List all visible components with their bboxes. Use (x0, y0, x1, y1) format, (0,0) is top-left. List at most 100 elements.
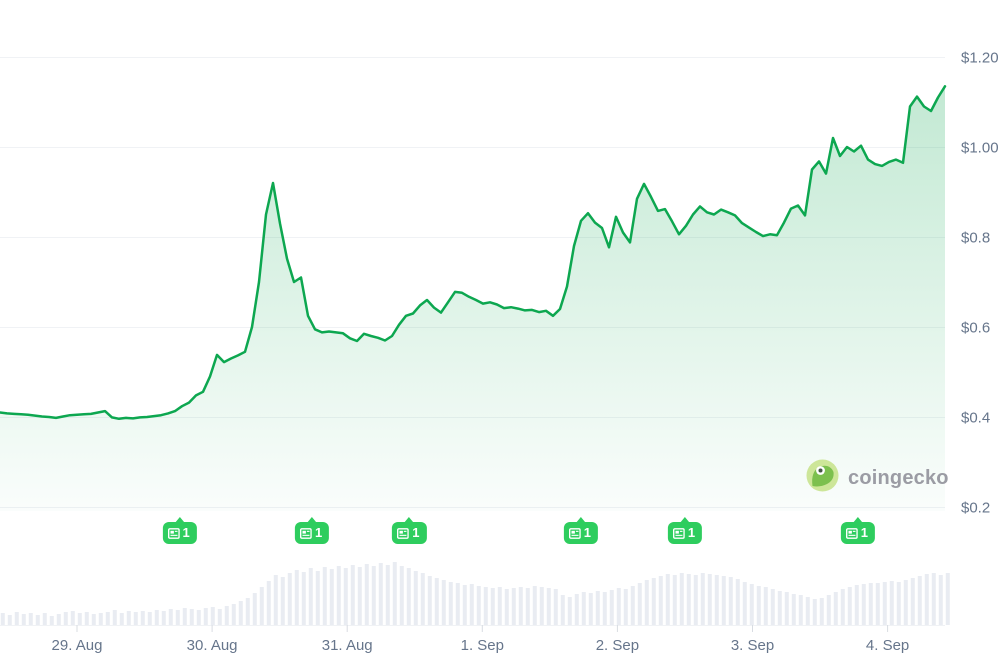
volume-bar (203, 608, 208, 625)
volume-bar (105, 612, 110, 625)
volume-bar (518, 587, 523, 625)
volume-bar (7, 615, 12, 625)
badge-count: 1 (412, 525, 420, 540)
price-line (0, 85, 947, 421)
volume-bar (560, 595, 565, 625)
coingecko-watermark: coingecko (806, 459, 949, 497)
volume-bar (0, 613, 5, 625)
volume-bar (259, 587, 264, 625)
volume-bar (273, 575, 278, 625)
newspaper-icon (300, 527, 312, 539)
volume-bar (833, 592, 838, 625)
volume-bar (413, 571, 418, 625)
volume-bar (364, 564, 369, 625)
volume-bar (63, 612, 68, 625)
volume-bar (889, 581, 894, 625)
x-axis-label: 29. Aug (52, 637, 103, 654)
volume-bar (70, 611, 75, 625)
volume-bar (322, 567, 327, 625)
volume-bar (406, 568, 411, 625)
volume-bar (735, 579, 740, 625)
y-axis-label: $0.8 (961, 230, 990, 247)
volume-bar (686, 574, 691, 625)
volume-bar (602, 592, 607, 625)
news-annotation-badge[interactable]: 1 (667, 522, 703, 544)
volume-bar (294, 570, 299, 625)
volume-bar (378, 563, 383, 625)
news-annotation-badge[interactable]: 1 (840, 522, 875, 544)
volume-bar (567, 597, 572, 625)
volume-bar (819, 598, 824, 625)
volume-bar (924, 574, 929, 625)
volume-bar (455, 583, 460, 625)
volume-bar (588, 593, 593, 625)
volume-bar (301, 572, 306, 625)
volume-bar (399, 566, 404, 625)
volume-bar (840, 589, 845, 625)
coingecko-logo-icon (806, 459, 839, 497)
volume-bar (217, 609, 222, 625)
volume-bar (784, 592, 789, 625)
volume-bar (434, 578, 439, 625)
volume-bar (497, 587, 502, 625)
volume-bar (112, 610, 117, 625)
news-annotation-badge[interactable]: 1 (563, 522, 599, 544)
volume-bar (854, 585, 859, 625)
volume-bar (441, 580, 446, 625)
volume-bar (252, 593, 257, 625)
volume-bar (462, 585, 467, 625)
volume-bar (154, 610, 159, 625)
volume-bar (224, 606, 229, 625)
volume-bar (574, 594, 579, 625)
badge-count: 1 (583, 525, 592, 540)
volume-bar (308, 568, 313, 625)
volume-bar (126, 611, 131, 625)
x-axis-label: 2. Sep (596, 637, 639, 654)
volume-bar (910, 578, 915, 625)
volume-bar (329, 569, 334, 625)
y-axis-label: $1.00 (961, 140, 999, 157)
volume-bar (210, 607, 215, 625)
coingecko-brand-text: coingecko (848, 466, 949, 489)
volume-bar (504, 589, 509, 625)
volume-bar (770, 589, 775, 625)
volume-bar (56, 614, 61, 625)
volume-bar (189, 609, 194, 625)
volume-bar (798, 595, 803, 625)
news-annotation-badge[interactable]: 1 (392, 522, 427, 544)
newspaper-icon (672, 527, 685, 539)
volume-bar (91, 614, 96, 625)
volume-bar (357, 567, 362, 625)
volume-bar (616, 588, 621, 625)
news-annotation-badge[interactable]: 1 (294, 522, 330, 544)
volume-bar (714, 575, 719, 625)
volume-bar (133, 612, 138, 625)
volume-bar (903, 580, 908, 625)
volume-bar (763, 587, 768, 625)
volume-bar (448, 582, 453, 625)
volume-bar (119, 613, 124, 625)
volume-bar (266, 581, 271, 625)
volume-bar (777, 591, 782, 625)
volume-bar (392, 562, 397, 625)
badge-count: 1 (860, 525, 868, 540)
newspaper-icon (167, 527, 180, 539)
volume-bar (917, 576, 922, 625)
volume-bar (595, 591, 600, 625)
volume-bar (77, 613, 82, 625)
volume-bar (525, 588, 530, 625)
volume-bar (196, 610, 201, 625)
volume-bar (581, 592, 586, 625)
volume-bar (700, 573, 705, 625)
x-axis-label: 30. Aug (187, 637, 238, 654)
volume-bar (812, 599, 817, 625)
news-annotation-badge[interactable]: 1 (162, 522, 197, 544)
newspaper-icon (568, 527, 581, 539)
newspaper-icon (397, 527, 410, 539)
volume-bar (427, 576, 432, 625)
volume-bar (931, 573, 936, 625)
volume-bar (35, 615, 40, 625)
volume-bar (168, 609, 173, 625)
badge-count: 1 (687, 525, 696, 540)
